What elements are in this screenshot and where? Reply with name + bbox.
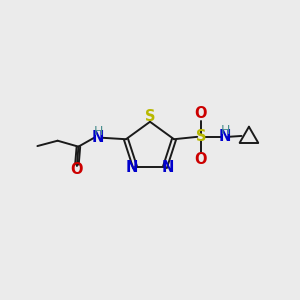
Text: H: H — [94, 125, 103, 138]
Text: N: N — [92, 130, 104, 145]
Text: N: N — [126, 160, 138, 175]
Text: O: O — [194, 106, 207, 122]
Text: S: S — [145, 109, 155, 124]
Text: O: O — [194, 152, 207, 167]
Text: N: N — [218, 129, 231, 144]
Text: O: O — [71, 162, 83, 177]
Text: N: N — [162, 160, 174, 175]
Text: S: S — [196, 129, 206, 144]
Text: H: H — [220, 124, 230, 137]
